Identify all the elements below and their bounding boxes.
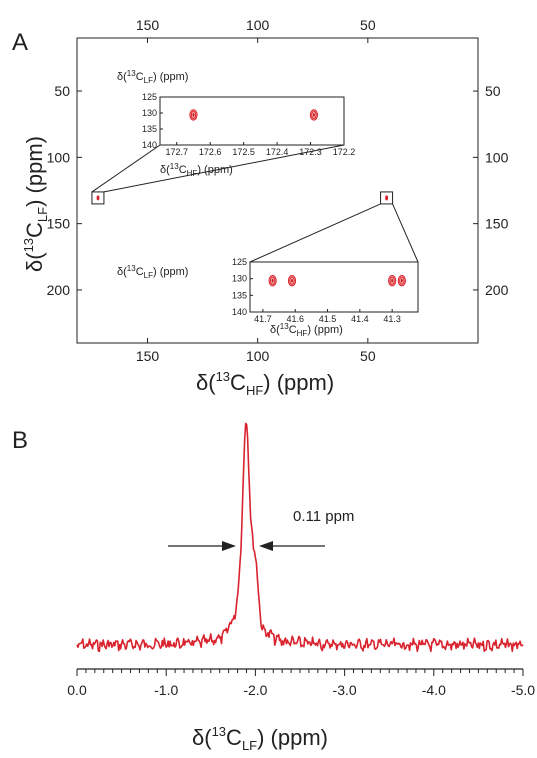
inset-peak-contour: [389, 276, 395, 285]
inset-x-tick-label: 172.4: [266, 147, 289, 157]
inset-peak-contour: [190, 110, 197, 120]
inset-peak-contour: [289, 276, 295, 285]
right-arrow-head: [259, 541, 273, 551]
inset-peak-contour: [399, 276, 405, 285]
x-tick-top-label: 150: [136, 17, 160, 33]
inset-x-tick-label: 41.7: [254, 314, 272, 324]
zoom-connector: [91, 144, 161, 193]
panel-a-x-ticks-top: 150 100 50: [136, 17, 376, 43]
inset-peak-core: [192, 113, 195, 117]
inset-aliphatic-ylabel: δ(13CLF) (ppm): [117, 264, 188, 280]
y-tick-left-label: 150: [47, 216, 71, 232]
inset-y-tick-label: 130: [142, 108, 157, 118]
inset-x-tick-label: 41.3: [383, 314, 401, 324]
panel-b-x-tick-label: 0.0: [67, 682, 87, 698]
panel-b-x-ticks: 0.0 -1.0 -2.0 -3.0 -4.0 -5.0: [67, 669, 535, 698]
panel-a-label: A: [12, 29, 28, 56]
inset-x-tick-label: 172.7: [165, 147, 188, 157]
inset-aliphatic-xlabel: δ(13CHF) (ppm): [270, 322, 343, 338]
inset-carbonyl-xlabel: δ(13CHF) (ppm): [160, 162, 233, 178]
inset-carbonyl-frame: [159, 96, 345, 146]
linewidth-annotation: 0.11 ppm: [293, 508, 354, 525]
panel-b-x-tick-label: -4.0: [422, 682, 446, 698]
y-tick-right-label: 50: [485, 83, 501, 99]
inset-peak-contour: [311, 110, 317, 120]
inset-x-tick-label: 41.6: [286, 314, 304, 324]
panel-a-chart: 150 100 50 150 100 50 50 100 150 200 50 100 150 20…: [21, 17, 509, 398]
inset-peak-core: [400, 278, 403, 283]
y-tick-right-label: 100: [485, 149, 509, 165]
inset-x-tick-label: 41.5: [319, 314, 337, 324]
panel-b-x-tick-label: -2.0: [243, 682, 267, 698]
inset-y-tick-label: 135: [232, 290, 247, 300]
inset-peak-core: [271, 278, 274, 283]
inset-x-tick-label: 172.3: [299, 147, 322, 157]
spectrum-line: [76, 422, 524, 653]
inset-carbonyl-ticks: 172.7 172.6 172.5 172.4 172.3 172.2 125 130 135 1…: [142, 92, 355, 157]
inset-carbonyl-peaks: [189, 109, 318, 121]
y-tick-left-label: 100: [47, 149, 71, 165]
panel-a-frame: [76, 37, 479, 344]
panel-b-xlabel: δ(13CLF) (ppm): [192, 724, 328, 753]
panel-b-label: B: [12, 427, 28, 454]
inset-aliphatic-frame: [249, 261, 419, 313]
zoom-connector: [249, 203, 381, 263]
inset-y-tick-label: 130: [232, 274, 247, 284]
inset-aliphatic-peaks: [268, 274, 406, 287]
zoom-connector: [392, 203, 419, 263]
panel-a-peaks: [96, 195, 389, 201]
zoom-connector: [103, 144, 345, 193]
inset-aliphatic: 41.7 41.6 41.5 41.4 41.3 125 130 135 140 δ(13CLF…: [117, 257, 419, 338]
inset-peak-core: [291, 278, 293, 283]
panel-a-y-ticks-left: 50 100 150 200: [47, 83, 82, 298]
y-tick-right-label: 150: [485, 216, 509, 232]
panel-a-xlabel: δ(13CHF) (ppm): [196, 369, 334, 398]
inset-peak-core: [391, 278, 394, 283]
main-peak: [97, 195, 100, 201]
inset-y-tick-label: 135: [142, 124, 157, 134]
panel-b-x-tick-label: -1.0: [154, 682, 178, 698]
panel-b-x-tick-label: -5.0: [511, 682, 535, 698]
panel-b-x-tick-label: -3.0: [333, 682, 357, 698]
inset-x-tick-label: 41.4: [351, 314, 369, 324]
main-peak: [386, 195, 389, 201]
y-tick-right-label: 200: [485, 282, 509, 298]
zoom-box-aliphatic: [380, 191, 394, 205]
inset-y-tick-label: 125: [142, 92, 157, 102]
inset-x-tick-label: 172.6: [199, 147, 222, 157]
x-tick-top-label: 50: [360, 17, 376, 33]
inset-peak-core: [312, 113, 315, 117]
y-tick-left-label: 200: [47, 282, 71, 298]
panel-a-y-ticks-right: 50 100 150 200: [473, 83, 509, 298]
inset-y-tick-label: 125: [232, 257, 247, 267]
zoom-box-carbonyl: [91, 191, 105, 205]
inset-y-tick-label: 140: [232, 307, 247, 317]
left-arrow-head: [222, 541, 236, 551]
panel-a-x-ticks-bottom: 150 100 50: [136, 338, 376, 364]
panel-b-chart: 0.0 -1.0 -2.0 -3.0 -4.0 -5.0 0.11 ppm δ(13CLF…: [67, 422, 535, 753]
inset-y-tick-label: 140: [142, 140, 157, 150]
x-tick-top-label: 100: [246, 17, 270, 33]
x-tick-bottom-label: 150: [136, 348, 160, 364]
linewidth-arrows: [168, 541, 325, 551]
inset-carbonyl-ylabel: δ(13CLF) (ppm): [117, 69, 188, 85]
panel-a-zoom-markers: [91, 144, 419, 263]
panel-a-ylabel: δ(13CLF) (ppm): [21, 136, 50, 272]
inset-x-tick-label: 172.2: [333, 147, 356, 157]
inset-aliphatic-ticks: 41.7 41.6 41.5 41.4 41.3 125 130 135 140: [232, 257, 401, 324]
x-tick-bottom-label: 100: [246, 348, 270, 364]
inset-x-tick-label: 172.5: [232, 147, 255, 157]
inset-peak-contour: [269, 276, 276, 285]
x-tick-bottom-label: 50: [360, 348, 376, 364]
y-tick-left-label: 50: [54, 83, 70, 99]
inset-carbonyl: 172.7 172.6 172.5 172.4 172.3 172.2 125 130 135 1…: [117, 69, 355, 178]
